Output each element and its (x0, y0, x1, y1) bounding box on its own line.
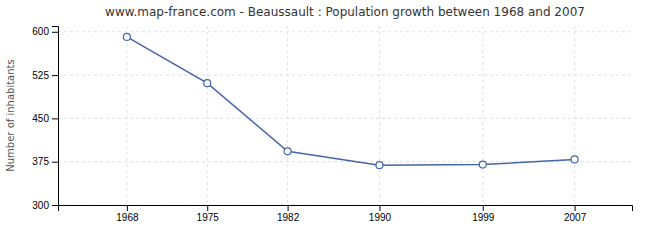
grid-line (207, 26, 208, 205)
grid-line (379, 26, 380, 205)
grid-line (58, 118, 632, 119)
tick-label: 1982 (277, 212, 300, 223)
tick: 2007 (564, 205, 587, 223)
tick-mark (575, 205, 576, 211)
tick-mark (52, 118, 58, 119)
point (284, 148, 291, 155)
point (123, 33, 130, 40)
tick: 300 (32, 200, 58, 211)
point (376, 162, 383, 169)
tick-mark (52, 75, 58, 76)
grid (58, 26, 632, 205)
tick-label: 300 (32, 200, 49, 211)
tick-mark (207, 205, 208, 211)
series (123, 33, 578, 168)
chart: 1968 1975 1982 1990 1999 2007 300 375 450 525 600 w… (0, 0, 650, 229)
tick: 1990 (369, 205, 392, 223)
grid-line (126, 26, 127, 205)
tick-label: 1990 (369, 212, 392, 223)
tick-label: 1975 (197, 212, 220, 223)
plot-area: 1968 1975 1982 1990 1999 2007 300 375 450 525 600 (32, 26, 632, 223)
tick-mark (52, 162, 58, 163)
tick-label: 525 (32, 70, 49, 81)
line (127, 37, 575, 165)
tick: 1975 (197, 205, 220, 223)
y-axis-label: Number of inhabitants (5, 59, 16, 171)
tick: 375 (32, 156, 58, 167)
point (571, 156, 578, 163)
tick-label: 375 (32, 156, 49, 167)
tick-mark (52, 205, 58, 206)
tick-mark (379, 205, 380, 211)
x-axis: 1968 1975 1982 1990 1999 2007 (59, 205, 633, 223)
tick-mark (127, 205, 128, 211)
tick-mark (52, 32, 58, 33)
grid-line (482, 26, 483, 205)
tick: 1982 (277, 205, 300, 223)
axis-line (59, 206, 633, 212)
axis-line (52, 27, 59, 206)
tick: 525 (32, 70, 58, 81)
point (204, 80, 211, 87)
tick-label: 1999 (472, 212, 495, 223)
tick-label: 2007 (564, 212, 587, 223)
y-axis: 300 375 450 525 600 (32, 26, 58, 210)
tick-mark (483, 205, 484, 211)
grid-line (58, 75, 632, 76)
grid-line (574, 26, 575, 205)
tick: 1999 (472, 205, 495, 223)
point (479, 161, 486, 168)
tick-mark (288, 205, 289, 211)
title: www.map-france.com - Beaussault : Popula… (105, 5, 585, 19)
grid-line (58, 31, 632, 32)
tick-label: 600 (32, 26, 49, 37)
tick: 600 (32, 26, 58, 37)
grid-line (287, 26, 288, 205)
tick-label: 450 (32, 113, 49, 124)
tick: 1968 (116, 205, 139, 223)
tick-label: 1968 (116, 212, 139, 223)
tick: 450 (32, 113, 58, 124)
